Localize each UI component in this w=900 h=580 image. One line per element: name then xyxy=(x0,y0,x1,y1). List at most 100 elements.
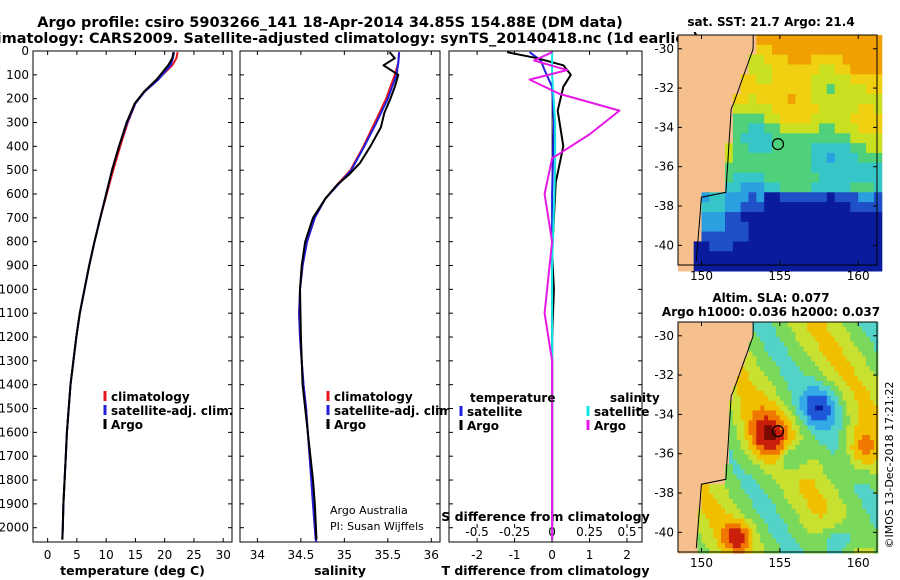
map-cell xyxy=(752,405,757,412)
map-cell xyxy=(826,498,832,505)
map-cell xyxy=(732,35,742,46)
map-cell xyxy=(689,484,695,490)
map-cell xyxy=(803,64,812,75)
map-cell xyxy=(850,435,855,441)
map-cell xyxy=(799,371,804,377)
map-cell xyxy=(744,513,750,520)
map-cell xyxy=(736,400,742,407)
map-cell xyxy=(744,508,750,515)
map-cell xyxy=(779,548,785,554)
map-cell xyxy=(744,435,750,441)
map-cell xyxy=(866,390,871,397)
map-cell xyxy=(775,346,781,353)
map-cell xyxy=(815,415,820,421)
map-cell xyxy=(701,261,710,272)
map-cell xyxy=(811,425,816,431)
map-cell xyxy=(756,346,761,353)
map-cell xyxy=(752,430,757,436)
map-cell xyxy=(779,44,789,56)
map-cell xyxy=(697,371,703,377)
map-cell xyxy=(732,261,742,272)
map-cell xyxy=(689,464,695,471)
map-cell xyxy=(689,454,695,461)
map-cell xyxy=(830,326,836,333)
map-cell xyxy=(787,523,793,530)
map-cell xyxy=(752,444,757,451)
map-cell xyxy=(858,123,867,134)
map-cell xyxy=(740,543,746,549)
ytick-label: 200 xyxy=(6,92,29,106)
map-cell xyxy=(760,479,765,485)
map-cell xyxy=(815,380,820,387)
map-cell xyxy=(764,548,769,554)
map-cell xyxy=(772,44,781,56)
map-cell xyxy=(826,341,832,348)
map-cell xyxy=(819,469,824,475)
map-cell xyxy=(721,449,726,456)
map-cell xyxy=(842,113,851,125)
map-cell xyxy=(866,508,871,515)
map-cell xyxy=(721,513,726,520)
map-cell xyxy=(768,484,773,490)
map-cell xyxy=(689,444,695,451)
map-cell xyxy=(760,385,765,392)
map-cell xyxy=(850,103,859,115)
map-cell xyxy=(709,513,714,520)
map-cell xyxy=(858,64,867,75)
map-cell xyxy=(838,351,844,357)
map-cell xyxy=(775,518,781,525)
map-cell xyxy=(725,464,730,471)
map-cell xyxy=(685,351,691,357)
map-cell xyxy=(752,420,757,426)
map-cell xyxy=(779,400,785,407)
map-cell xyxy=(736,469,742,475)
map-cell xyxy=(772,494,777,500)
map-cell xyxy=(858,113,867,125)
map-cell xyxy=(709,420,714,426)
map-cell xyxy=(819,538,824,544)
map-cell xyxy=(756,351,761,357)
map-cell xyxy=(697,489,703,495)
map-cell xyxy=(772,390,777,397)
map-cell xyxy=(858,336,863,343)
map-cell xyxy=(842,454,848,461)
map-cell xyxy=(740,484,746,490)
map-cell xyxy=(681,498,687,505)
map-cell xyxy=(819,123,828,134)
map-cell xyxy=(775,380,781,387)
map-cell xyxy=(693,366,699,372)
map-cell xyxy=(764,113,773,125)
map-cell xyxy=(783,474,789,480)
map-cell xyxy=(799,454,804,461)
map-cell xyxy=(685,331,691,338)
map-cell xyxy=(775,410,781,416)
map-cell xyxy=(826,84,836,95)
map-cell xyxy=(764,202,773,213)
map-cell xyxy=(689,528,695,534)
map-cell xyxy=(705,331,710,338)
map-cell xyxy=(693,133,703,144)
map-cell xyxy=(678,322,683,328)
map-cell xyxy=(838,366,844,372)
map-cell xyxy=(709,415,714,421)
map-cell xyxy=(728,469,734,475)
map-cell xyxy=(842,390,848,397)
map-cell xyxy=(811,395,816,402)
map-cell xyxy=(685,182,695,193)
map-cell xyxy=(744,489,750,495)
map-cell xyxy=(681,326,687,333)
coastline xyxy=(695,35,754,262)
map-cell xyxy=(795,498,801,505)
map-cell xyxy=(736,513,742,520)
map-cell xyxy=(858,449,863,456)
map-cell xyxy=(838,548,844,554)
map-cell xyxy=(873,498,879,505)
map-cell xyxy=(787,376,793,382)
map-cell xyxy=(740,415,746,421)
map-cell xyxy=(681,435,687,441)
map-cell xyxy=(772,152,781,164)
map-cell xyxy=(854,415,859,421)
map-cell xyxy=(842,489,848,495)
map-cell xyxy=(709,44,718,56)
map-cell xyxy=(705,322,710,328)
